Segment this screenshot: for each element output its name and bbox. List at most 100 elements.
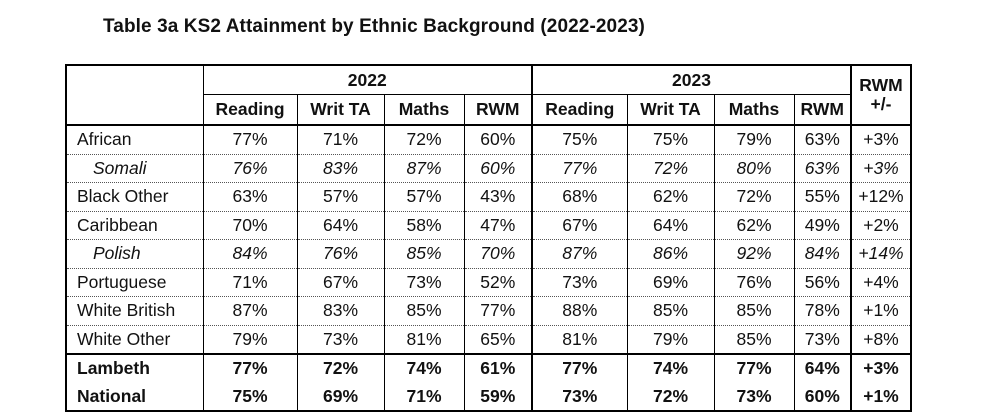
year-2023-header: 2023 [532, 65, 852, 95]
cell-y2022-rwm: 70% [464, 239, 533, 269]
cell-y2023-rwm: 78% [794, 296, 852, 326]
cell-y2023-reading: 68% [532, 182, 628, 212]
cell-y2023-rwm: 60% [794, 382, 852, 411]
col-header-maths-2023: Maths [714, 94, 795, 126]
cell-y2022-rwm: 52% [464, 268, 533, 297]
cell-y2022-writ-ta: 83% [297, 296, 385, 326]
col-header-rwm-2023: RWM [794, 94, 852, 126]
cell-y2022-maths: 87% [384, 154, 465, 183]
table-row: African 77% 71% 72% 60% 75% 75% 79% 63% +3% [66, 125, 911, 155]
cell-y2023-reading: 88% [532, 296, 628, 326]
table-row: Somali 76% 83% 87% 60% 77% 72% 80% 63% +3% [66, 154, 911, 183]
row-name: African [66, 125, 204, 155]
table-row: Lambeth 77% 72% 74% 61% 77% 74% 77% 64% +3% [66, 353, 911, 383]
cell-y2022-reading: 63% [203, 182, 298, 212]
cell-y2023-maths: 62% [714, 211, 795, 240]
table-row: Caribbean 70% 64% 58% 47% 67% 64% 62% 49% +2% [66, 211, 911, 240]
table-body: African 77% 71% 72% 60% 75% 75% 79% 63% +3% Somali… [66, 125, 911, 411]
cell-y2023-maths: 79% [714, 125, 795, 155]
table-row: Black Other 63% 57% 57% 43% 68% 62% 72% 55% +12% [66, 182, 911, 212]
cell-y2022-reading: 75% [203, 382, 298, 411]
row-name: Black Other [66, 182, 204, 212]
cell-rwm-change: +3% [851, 125, 911, 155]
cell-y2022-rwm: 61% [464, 353, 533, 383]
column-header-row: Reading Writ TA Maths RWM Reading Writ T… [66, 94, 911, 126]
cell-rwm-change: +4% [851, 268, 911, 297]
row-name: National [66, 382, 204, 411]
cell-y2022-writ-ta: 71% [297, 125, 385, 155]
cell-y2022-maths: 85% [384, 239, 465, 269]
cell-y2022-rwm: 65% [464, 325, 533, 354]
table-row: National 75% 69% 71% 59% 73% 72% 73% 60% +1% [66, 382, 911, 411]
cell-y2023-writ-ta: 74% [627, 353, 715, 383]
table-row: White British 87% 83% 85% 77% 88% 85% 85% 78% +1% [66, 296, 911, 326]
table-row: Portuguese 71% 67% 73% 52% 73% 69% 76% 56% +4% [66, 268, 911, 297]
cell-y2022-maths: 71% [384, 382, 465, 411]
cell-y2022-maths: 74% [384, 353, 465, 383]
cell-y2022-reading: 70% [203, 211, 298, 240]
row-name: White British [66, 296, 204, 326]
cell-y2023-writ-ta: 86% [627, 239, 715, 269]
cell-y2023-reading: 77% [532, 353, 628, 383]
cell-y2023-writ-ta: 64% [627, 211, 715, 240]
cell-y2023-reading: 67% [532, 211, 628, 240]
cell-y2023-maths: 85% [714, 325, 795, 354]
cell-y2023-maths: 73% [714, 382, 795, 411]
cell-y2023-maths: 92% [714, 239, 795, 269]
cell-y2023-rwm: 55% [794, 182, 852, 212]
cell-y2022-writ-ta: 64% [297, 211, 385, 240]
cell-y2022-writ-ta: 72% [297, 353, 385, 383]
attainment-table: 2022 2023 RWM +/- Reading Writ TA Maths … [65, 64, 912, 412]
cell-y2022-reading: 84% [203, 239, 298, 269]
cell-y2023-reading: 73% [532, 382, 628, 411]
cell-y2023-maths: 85% [714, 296, 795, 326]
cell-y2023-rwm: 64% [794, 353, 852, 383]
cell-y2022-rwm: 60% [464, 154, 533, 183]
cell-y2022-reading: 76% [203, 154, 298, 183]
cell-y2023-rwm: 63% [794, 154, 852, 183]
rwm-change-header: RWM +/- [851, 65, 911, 126]
cell-y2023-reading: 73% [532, 268, 628, 297]
cell-y2023-rwm: 56% [794, 268, 852, 297]
year-2022-header: 2022 [203, 65, 533, 95]
table-row: Polish 84% 76% 85% 70% 87% 86% 92% 84% +14% [66, 239, 911, 269]
col-header-writ-2022: Writ TA [297, 94, 385, 126]
rwm-change-header-line1: RWM [859, 75, 903, 95]
cell-y2023-rwm: 73% [794, 325, 852, 354]
cell-y2022-maths: 81% [384, 325, 465, 354]
cell-y2022-reading: 77% [203, 125, 298, 155]
cell-y2022-writ-ta: 57% [297, 182, 385, 212]
row-name: Somali [66, 154, 204, 183]
col-header-writ-2023: Writ TA [627, 94, 715, 126]
cell-y2022-writ-ta: 67% [297, 268, 385, 297]
table-row: White Other 79% 73% 81% 65% 81% 79% 85% 73% +8% [66, 325, 911, 354]
col-header-reading-2023: Reading [532, 94, 628, 126]
cell-y2023-maths: 77% [714, 353, 795, 383]
cell-y2022-rwm: 77% [464, 296, 533, 326]
cell-rwm-change: +2% [851, 211, 911, 240]
cell-y2023-reading: 75% [532, 125, 628, 155]
row-name: Portuguese [66, 268, 204, 297]
cell-rwm-change: +1% [851, 296, 911, 326]
row-name: Lambeth [66, 353, 204, 383]
cell-y2023-maths: 72% [714, 182, 795, 212]
cell-y2023-writ-ta: 62% [627, 182, 715, 212]
row-name: Caribbean [66, 211, 204, 240]
cell-y2023-reading: 77% [532, 154, 628, 183]
cell-y2022-reading: 71% [203, 268, 298, 297]
cell-y2023-writ-ta: 79% [627, 325, 715, 354]
cell-y2022-reading: 77% [203, 353, 298, 383]
cell-y2023-writ-ta: 72% [627, 154, 715, 183]
cell-y2022-writ-ta: 73% [297, 325, 385, 354]
cell-y2022-maths: 58% [384, 211, 465, 240]
cell-y2023-writ-ta: 72% [627, 382, 715, 411]
cell-rwm-change: +3% [851, 353, 911, 383]
col-header-reading-2022: Reading [203, 94, 298, 126]
row-name: White Other [66, 325, 204, 354]
cell-rwm-change: +1% [863, 385, 899, 406]
cell-y2022-writ-ta: 83% [297, 154, 385, 183]
cell-rwm-change: +12% [851, 182, 911, 212]
cell-y2023-writ-ta: 75% [627, 125, 715, 155]
cell-y2022-reading: 79% [203, 325, 298, 354]
table-title: Table 3a KS2 Attainment by Ethnic Backgr… [103, 16, 645, 37]
